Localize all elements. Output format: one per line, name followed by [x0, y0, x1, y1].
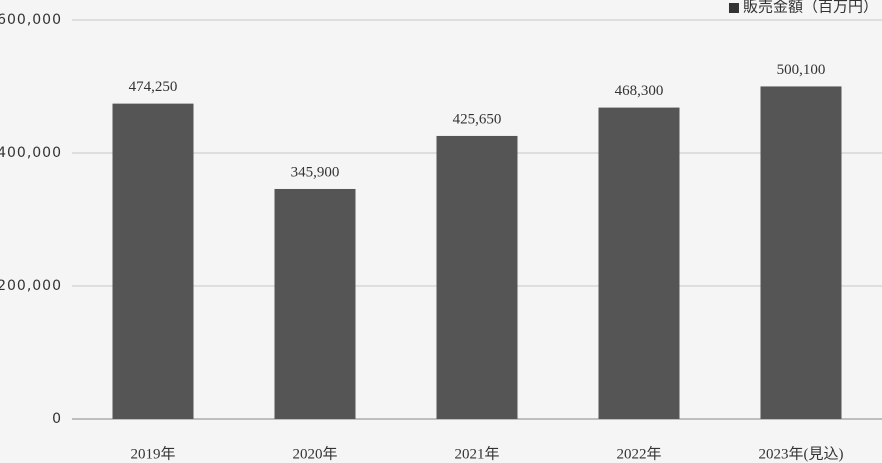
legend-label: 販売金額（百万円） [743, 0, 878, 15]
bar [274, 188, 356, 419]
x-tick-label: 2023年(見込) [759, 445, 844, 462]
x-tick-label: 2019年 [130, 445, 175, 462]
y-tick-label: 400,000 [0, 145, 62, 161]
x-tick-label: 2022年 [616, 445, 661, 462]
value-label: 425,650 [453, 111, 502, 127]
x-tick-label: 2021年 [454, 445, 499, 462]
bar [598, 107, 680, 419]
y-tick-label: 200,000 [0, 278, 62, 294]
bar [112, 103, 194, 419]
value-label: 468,300 [615, 83, 664, 99]
x-tick-label: 2020年 [292, 445, 337, 462]
bar [436, 135, 518, 419]
y-tick-label: 600,000 [0, 12, 62, 28]
value-label: 345,900 [291, 164, 340, 180]
value-label: 500,100 [777, 62, 826, 78]
y-tick-label: 0 [52, 411, 62, 427]
bar [760, 86, 842, 419]
legend-swatch [728, 3, 739, 13]
value-label: 474,250 [129, 79, 178, 95]
